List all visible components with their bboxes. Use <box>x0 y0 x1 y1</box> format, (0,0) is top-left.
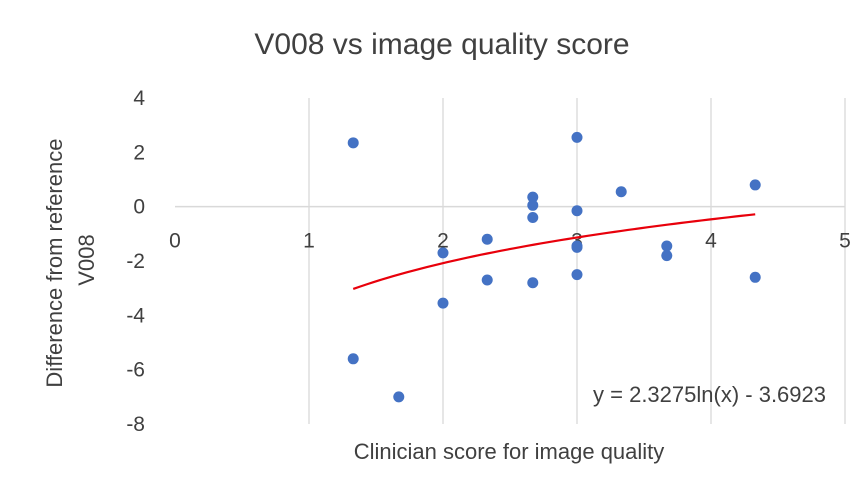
x-tick-label: 5 <box>839 230 851 253</box>
y-tick-label: 0 <box>133 196 145 219</box>
data-point <box>749 271 761 283</box>
x-tick-label: 4 <box>705 230 717 253</box>
x-axis-title: Clinician score for image quality <box>354 439 665 464</box>
y-tick-label: -4 <box>126 304 145 327</box>
data-point <box>527 212 539 224</box>
x-tick-label: 2 <box>437 230 449 253</box>
data-point <box>571 269 583 281</box>
y-axis-title: Difference from reference V008 <box>42 132 99 387</box>
gridlines <box>308 98 846 424</box>
data-point <box>615 186 627 198</box>
chart-title: V008 vs image quality score <box>254 28 629 61</box>
y-tick-label: -6 <box>126 359 145 382</box>
data-point <box>437 297 449 309</box>
data-point <box>481 233 493 245</box>
data-point <box>661 250 673 262</box>
y-tick-label: -8 <box>126 413 145 436</box>
data-point <box>393 391 405 403</box>
y-axis-title-line-2: V008 <box>74 234 99 285</box>
data-point <box>347 353 359 365</box>
x-tick-label: 1 <box>303 230 315 253</box>
data-point <box>571 205 583 217</box>
y-tick-labels: 4 2 0 -2 -4 -6 -8 <box>126 87 145 436</box>
data-points <box>347 131 761 403</box>
trendline-curve <box>352 213 756 290</box>
data-point <box>571 131 583 143</box>
data-point <box>437 247 449 259</box>
data-point <box>571 241 583 253</box>
y-tick-label: 4 <box>133 87 145 110</box>
data-point <box>481 274 493 286</box>
data-point <box>347 137 359 149</box>
trendline <box>352 213 756 290</box>
data-point <box>527 277 539 289</box>
data-point <box>749 179 761 191</box>
y-tick-label: -2 <box>126 250 145 273</box>
y-axis-title-line-1: Difference from reference <box>42 139 67 388</box>
y-tick-label: 2 <box>133 141 145 164</box>
x-tick-label: 0 <box>169 230 181 253</box>
data-point <box>527 199 539 211</box>
data-point <box>527 191 539 203</box>
data-point <box>661 240 673 252</box>
trendline-equation: y = 2.3275ln(x) - 3.6923 <box>593 382 826 407</box>
